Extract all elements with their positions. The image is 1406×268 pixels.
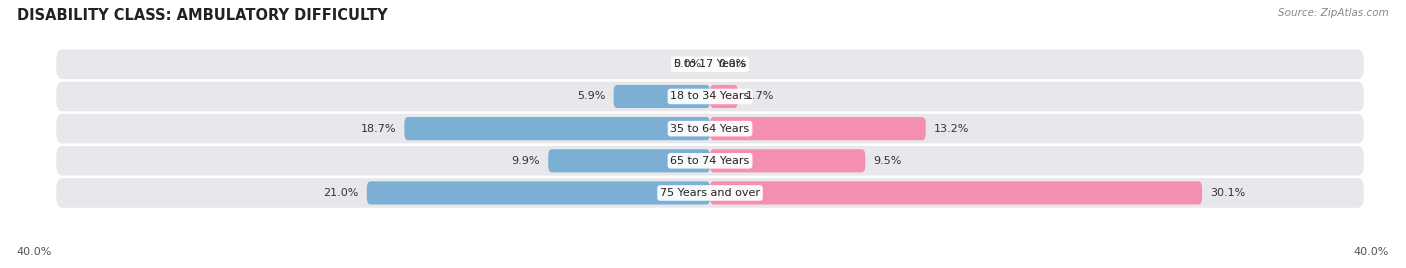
Text: 1.7%: 1.7% xyxy=(747,91,775,102)
FancyBboxPatch shape xyxy=(367,181,710,204)
Text: 9.9%: 9.9% xyxy=(512,156,540,166)
Text: 40.0%: 40.0% xyxy=(17,247,52,257)
Text: 35 to 64 Years: 35 to 64 Years xyxy=(671,124,749,134)
FancyBboxPatch shape xyxy=(405,117,710,140)
Text: 18.7%: 18.7% xyxy=(361,124,396,134)
Text: 5 to 17 Years: 5 to 17 Years xyxy=(673,59,747,69)
FancyBboxPatch shape xyxy=(548,149,710,172)
FancyBboxPatch shape xyxy=(710,117,925,140)
FancyBboxPatch shape xyxy=(56,146,1364,176)
FancyBboxPatch shape xyxy=(710,181,1202,204)
Text: 9.5%: 9.5% xyxy=(873,156,901,166)
Text: 18 to 34 Years: 18 to 34 Years xyxy=(671,91,749,102)
FancyBboxPatch shape xyxy=(56,114,1364,143)
Text: 5.9%: 5.9% xyxy=(576,91,606,102)
Text: 0.0%: 0.0% xyxy=(673,59,702,69)
Text: 21.0%: 21.0% xyxy=(323,188,359,198)
Text: 0.0%: 0.0% xyxy=(718,59,747,69)
Text: 40.0%: 40.0% xyxy=(1354,247,1389,257)
FancyBboxPatch shape xyxy=(710,149,865,172)
FancyBboxPatch shape xyxy=(710,85,738,108)
Text: 65 to 74 Years: 65 to 74 Years xyxy=(671,156,749,166)
FancyBboxPatch shape xyxy=(56,50,1364,79)
FancyBboxPatch shape xyxy=(56,178,1364,208)
Text: Source: ZipAtlas.com: Source: ZipAtlas.com xyxy=(1278,8,1389,18)
Text: 30.1%: 30.1% xyxy=(1211,188,1246,198)
Text: 13.2%: 13.2% xyxy=(934,124,969,134)
Text: 75 Years and over: 75 Years and over xyxy=(659,188,761,198)
FancyBboxPatch shape xyxy=(613,85,710,108)
FancyBboxPatch shape xyxy=(56,82,1364,111)
Legend: Male, Female: Male, Female xyxy=(641,264,779,268)
Text: DISABILITY CLASS: AMBULATORY DIFFICULTY: DISABILITY CLASS: AMBULATORY DIFFICULTY xyxy=(17,8,388,23)
